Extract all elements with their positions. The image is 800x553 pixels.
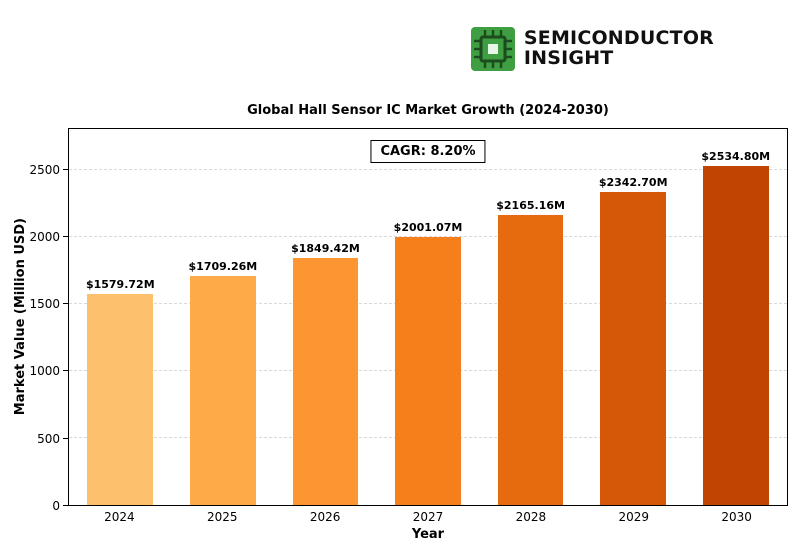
y-tick-mark xyxy=(63,235,68,237)
y-tick-mark xyxy=(63,303,68,305)
brand-name: SEMICONDUCTOR INSIGHT xyxy=(523,27,714,69)
bar-slot-2025: $1709.26M xyxy=(172,129,275,505)
y-tick-label: 0 xyxy=(52,499,60,513)
x-tick-label: 2030 xyxy=(721,510,752,524)
y-tick-mark xyxy=(63,370,68,372)
bar-value-label: $1709.26M xyxy=(188,260,258,274)
brand-logo: SEMICONDUCTOR INSIGHT xyxy=(470,26,714,72)
bar-slot-2026: $1849.42M xyxy=(274,129,377,505)
x-tick-label: 2029 xyxy=(618,510,649,524)
y-tick-label: 2500 xyxy=(29,162,60,177)
bar-value-label: $1579.72M xyxy=(85,277,155,291)
y-tick-label: 500 xyxy=(37,431,60,446)
bar-slot-2030: $2534.80M xyxy=(684,129,787,505)
y-axis-label: Market Value (Million USD) xyxy=(12,218,28,416)
chart-title: Global Hall Sensor IC Market Growth (202… xyxy=(247,103,609,118)
bar-value-label: $2534.80M xyxy=(701,149,771,163)
bar-2030 xyxy=(702,165,769,505)
cagr-annotation: CAGR: 8.20% xyxy=(370,140,486,163)
bar-2025 xyxy=(190,276,256,505)
y-tick-mark xyxy=(63,505,68,506)
y-axis: Market Value (Million USD) xyxy=(10,128,30,506)
gridline xyxy=(69,236,787,238)
plot-area: $1579.72M $1709.26M $1849.42M $2001.07M $216… xyxy=(68,128,788,506)
x-tick-label: 2027 xyxy=(412,510,444,524)
bar-slot-2028: $2165.16M xyxy=(479,129,582,505)
y-tick-label: 2000 xyxy=(29,229,60,244)
bar-value-label: $1849.42M xyxy=(291,241,360,255)
bar-2026 xyxy=(292,257,359,505)
chip-icon xyxy=(470,26,516,72)
bar-slot-2024: $1579.72M xyxy=(69,129,172,505)
x-tick-label: 2024 xyxy=(104,510,135,524)
x-tick-label: 2025 xyxy=(207,510,238,524)
bars: $1579.72M $1709.26M $1849.42M $2001.07M $216… xyxy=(69,129,787,505)
x-axis-ticks: 2024 2025 2026 2027 2028 2029 2030 xyxy=(68,510,788,524)
x-axis-label: Year xyxy=(411,527,445,542)
x-tick-label: 2026 xyxy=(309,510,341,524)
bar-2029 xyxy=(600,191,666,505)
y-tick-mark xyxy=(63,168,68,170)
bar-slot-2029: $2342.70M xyxy=(582,129,685,505)
bar-2027 xyxy=(395,237,461,505)
y-tick-mark xyxy=(63,437,68,439)
bar-slot-2027: $2001.07M xyxy=(377,129,480,505)
bar-value-label: $2001.07M xyxy=(393,221,463,235)
bar-value-label: $2165.16M xyxy=(496,199,565,213)
y-axis-ticks: 0 500 1000 1500 2000 2500 xyxy=(29,128,68,513)
brand-name-line2: INSIGHT xyxy=(523,47,614,69)
bar-value-label: $2342.70M xyxy=(598,175,668,189)
y-tick-label: 1000 xyxy=(29,364,60,379)
y-tick-label: 1500 xyxy=(29,297,60,312)
x-tick-label: 2028 xyxy=(515,510,547,524)
gridline xyxy=(69,169,787,171)
bar-2024 xyxy=(87,293,154,505)
bar-2028 xyxy=(497,215,564,505)
brand-name-line1: SEMICONDUCTOR xyxy=(523,27,714,50)
bar-chart: Global Hall Sensor IC Market Growth (202… xyxy=(10,103,788,542)
